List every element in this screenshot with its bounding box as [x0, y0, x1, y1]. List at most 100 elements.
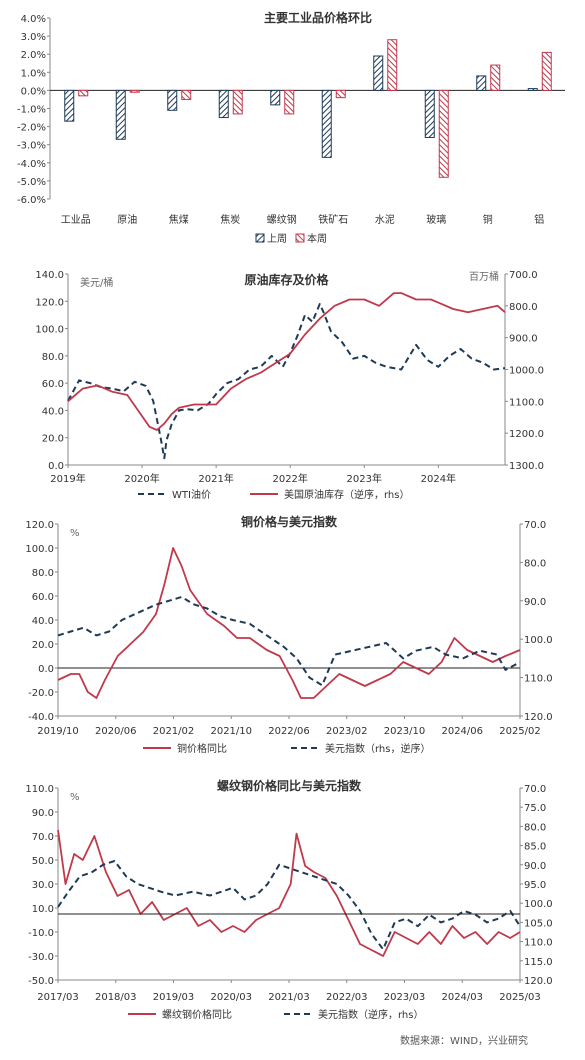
x-tick-label: 2021/10: [210, 726, 252, 737]
left-tick-label: 70.0: [32, 832, 54, 843]
bar: [115, 89, 126, 140]
left-axis-unit: %: [70, 792, 80, 803]
x-tick-label: 2022/06: [268, 726, 310, 737]
bar: [321, 89, 332, 158]
x-tick-label: 2024/03: [441, 992, 483, 1003]
x-tick-label: 2025/03: [499, 992, 541, 1003]
left-tick-label: 80.0: [32, 568, 54, 579]
series-line: [67, 292, 506, 431]
legend-swatch: [295, 233, 305, 243]
right-tick-label: 80.0: [524, 558, 546, 569]
right-tick-label: 120.0: [524, 976, 553, 987]
chart-rebar-usd: 螺纹钢价格同比与美元指数 -50.0 -30.0 -10.0 10.0 30.0 50.0 7…: [25, 778, 552, 1021]
left-tick-label: -40.0: [28, 712, 54, 723]
x-tick-label: 2023/03: [384, 992, 426, 1003]
right-tick-label: 900.0: [509, 334, 538, 345]
left-tick-label: 80.0: [42, 352, 64, 363]
data-source-note: 数据来源：WIND，兴业研究: [400, 1036, 529, 1047]
bar: [181, 89, 192, 100]
legend-label: 美元指数（逆序，rhs）: [318, 1008, 423, 1021]
right-tick-label: 85.0: [524, 842, 546, 853]
x-tick-label: 2019年: [50, 472, 85, 485]
legend-label: WTI油价: [172, 488, 211, 501]
left-tick-label: 40.0: [42, 406, 64, 417]
right-axis-unit: 百万桶: [469, 270, 499, 283]
x-tick-label: 2024年: [421, 472, 456, 485]
left-tick-label: -30.0: [28, 952, 54, 963]
bar: [218, 89, 229, 119]
series-line: [57, 547, 521, 699]
bar: [167, 89, 178, 111]
series-line: [57, 596, 521, 687]
left-tick-label: 0.0: [48, 461, 64, 472]
x-tick-label: 2021年: [198, 472, 233, 485]
chart-crude-oil: 原油库存及价格 0.0 20.0 40.0 60.0 80.0 100.0 120.0 140.…: [35, 270, 544, 501]
category-label: 原油: [117, 213, 137, 226]
left-tick-label: 20.0: [42, 434, 64, 445]
bar: [129, 89, 140, 93]
left-tick-label: 90.0: [32, 808, 54, 819]
right-tick-label: 700.0: [509, 270, 538, 281]
x-tick-label: 2022/03: [326, 992, 368, 1003]
chart-copper-usd: 铜价格与美元指数 -40.0 -20.0 0.0 20.0 40.0 60.0 80.0 100…: [25, 514, 552, 755]
x-tick-label: 2025/02: [499, 726, 541, 737]
right-tick-label: 80.0: [524, 822, 546, 833]
right-tick-label: 100.0: [524, 635, 553, 646]
y-tick-label: 2.0%: [21, 50, 46, 61]
legend-label: 美元指数（rhs，逆序）: [325, 742, 430, 755]
left-tick-label: 30.0: [32, 880, 54, 891]
right-tick-label: 110.0: [524, 674, 553, 685]
y-tick-label: -5.0%: [17, 177, 46, 188]
x-tick-label: 2018/03: [95, 992, 137, 1003]
bar: [78, 89, 89, 97]
right-tick-label: 1100.0: [509, 397, 544, 408]
left-tick-label: 50.0: [32, 856, 54, 867]
y-tick-label: -2.0%: [17, 123, 46, 134]
right-tick-label: 70.0: [524, 784, 546, 795]
category-label: 工业品: [61, 214, 91, 226]
right-tick-label: 90.0: [524, 861, 546, 872]
right-tick-label: 115.0: [524, 957, 553, 968]
right-tick-label: 800.0: [509, 302, 538, 313]
x-tick-label: 2019/10: [37, 726, 79, 737]
bar: [438, 89, 449, 178]
bar: [476, 75, 487, 91]
legend-label: 美国原油库存（逆序，rhs）: [284, 488, 409, 501]
x-tick-label: 2023/10: [384, 726, 426, 737]
chart-title: 螺纹钢价格同比与美元指数: [217, 778, 362, 793]
x-tick-label: 2020年: [124, 472, 159, 485]
left-tick-label: 100.0: [25, 544, 54, 555]
x-tick-label: 2024/06: [441, 726, 483, 737]
bar: [232, 89, 243, 115]
category-label: 水泥: [375, 213, 395, 226]
left-tick-label: 20.0: [32, 640, 54, 651]
legend-label: 铜价格同比: [177, 742, 227, 755]
legend-label: 上周: [267, 233, 287, 245]
bar: [541, 51, 552, 91]
left-tick-label: -20.0: [28, 688, 54, 699]
right-tick-label: 1000.0: [509, 366, 544, 377]
category-label: 铝: [534, 214, 544, 226]
x-tick-label: 2017/03: [37, 992, 79, 1003]
y-tick-label: -3.0%: [17, 141, 46, 152]
y-tick-label: -4.0%: [17, 159, 46, 170]
right-tick-label: 100.0: [524, 899, 553, 910]
legend-label: 螺纹钢价格同比: [162, 1008, 232, 1021]
right-tick-label: 75.0: [524, 803, 546, 814]
bar: [387, 39, 398, 91]
bar: [490, 64, 501, 91]
category-label: 玻璃: [426, 213, 446, 226]
y-tick-label: 3.0%: [21, 32, 46, 43]
bar: [64, 89, 75, 122]
x-tick-label: 2020/06: [95, 726, 137, 737]
x-tick-label: 2023/02: [326, 726, 368, 737]
category-label: 焦煤: [169, 213, 189, 226]
category-label: 铜: [483, 214, 493, 226]
bar: [284, 89, 295, 115]
x-tick-label: 2020/03: [210, 992, 252, 1003]
series-line: [67, 303, 506, 460]
legend-label: 本周: [307, 232, 327, 245]
chart-title: 原油库存及价格: [244, 272, 329, 287]
bar: [373, 55, 384, 91]
